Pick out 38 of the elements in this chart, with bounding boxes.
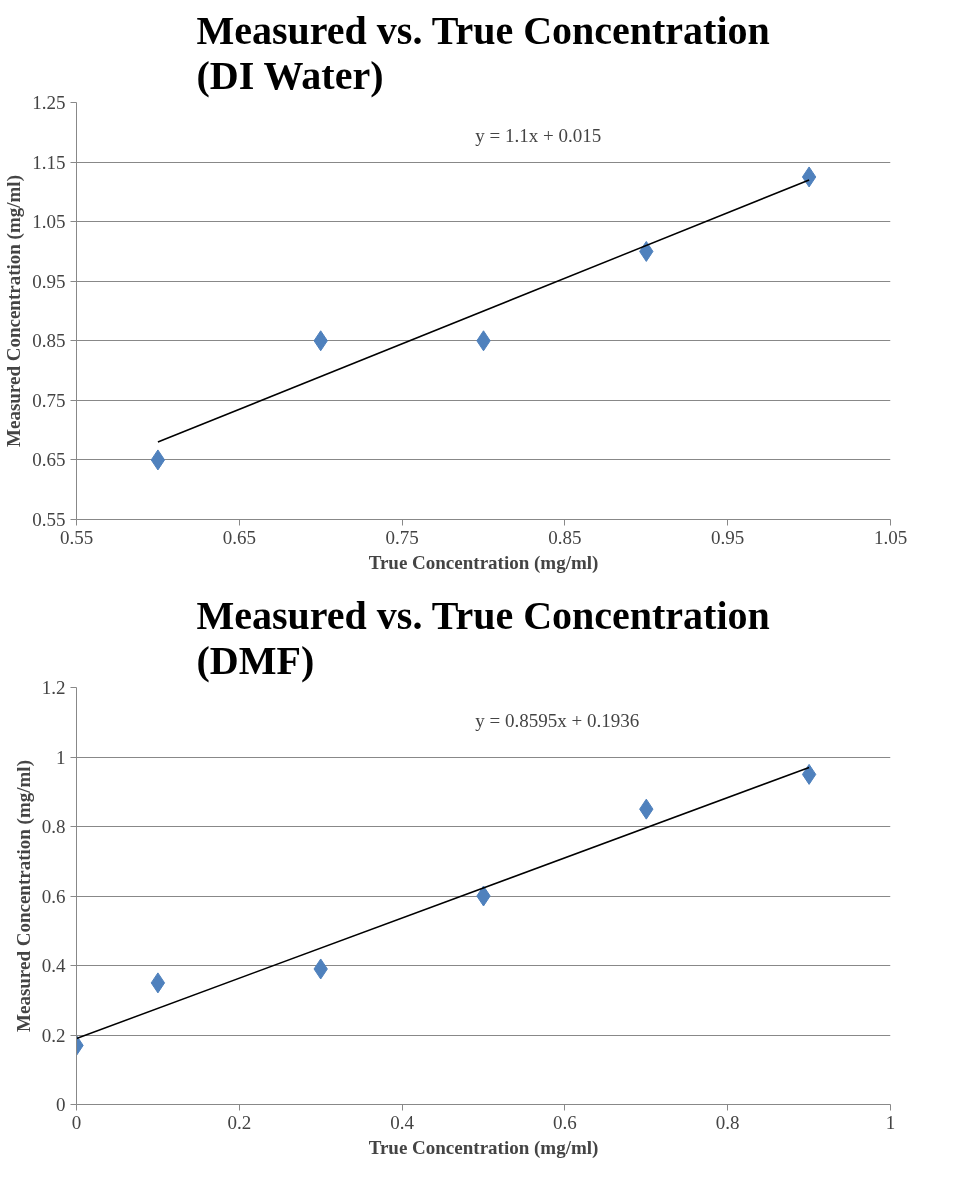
x-axis-title: True Concentration (mg/ml) [368, 1136, 599, 1159]
point [150, 449, 166, 471]
x-tick-label: 1 [885, 1111, 896, 1133]
x-tick-label: 1.05 [873, 526, 908, 548]
y-tick-label: 0.8 [41, 816, 66, 837]
y-tick-label: 1.25 [32, 92, 66, 113]
point [801, 166, 817, 188]
x-tick-label: 0.6 [553, 1111, 577, 1133]
y-tick-label: 1.15 [32, 151, 66, 173]
x-tick-label: 0.95 [711, 526, 745, 548]
x-axis-title: True Concentration (mg/ml) [368, 551, 599, 574]
annotation: y = 1.1x + 0.015 [475, 125, 602, 147]
x-tick-label: 0 [71, 1111, 82, 1133]
x-tick-label: 0.2 [227, 1111, 252, 1133]
chart-title: Measured vs. True Concentration (DI Water) [196, 7, 770, 98]
y-tick-label: 0 [56, 1094, 66, 1115]
y-tick-label: 0.85 [32, 330, 66, 352]
annotation: y = 0.8595x + 0.1936 [475, 710, 640, 732]
y-axis-title: Measured Concentration (mg/ml) [3, 175, 26, 447]
y-tick-label: 1.2 [41, 677, 66, 698]
x-tick-label: 0.65 [222, 526, 256, 548]
chart-title: Measured vs. True Concentration (DMF) [196, 592, 770, 683]
point [801, 763, 817, 785]
x-tick-label: 0.75 [385, 526, 419, 548]
x-tick-label: 0.4 [390, 1111, 415, 1133]
y-axis-title: Measured Concentration (mg/ml) [12, 760, 35, 1032]
y-tick-label: 0.95 [32, 270, 66, 292]
y-tick-label: 0.2 [41, 1024, 66, 1046]
y-tick-label: 1 [56, 746, 66, 768]
y-tick-label: 0.65 [32, 449, 66, 471]
y-tick-label: 0.6 [41, 885, 66, 907]
y-tick-label: 0.4 [41, 955, 66, 976]
y-tick-label: 1.05 [32, 211, 66, 233]
point [150, 972, 166, 994]
y-tick-label: 0.75 [32, 389, 66, 411]
x-tick-label: 0.85 [548, 526, 582, 548]
y-tick-label: 0.55 [32, 509, 66, 530]
x-tick-label: 0.8 [715, 1111, 740, 1133]
